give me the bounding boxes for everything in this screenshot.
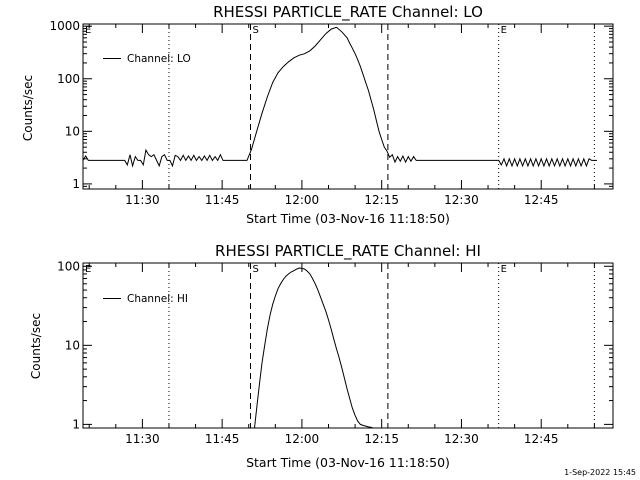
axis-ticks-lo: 11:30 11:45 12:00 12:15 12:30 12:45 1 10 100 1000 — [49, 19, 613, 207]
legend-lo: Channel: LO — [103, 53, 191, 65]
y-tick-label-lo: 100 — [57, 72, 80, 86]
x-tick-label-hi: 11:30 — [125, 432, 160, 446]
series-group-hi — [254, 267, 374, 429]
x-tick-label-hi: 11:45 — [205, 432, 240, 446]
x-tick-label-lo: 12:45 — [524, 193, 559, 207]
x-tick-label-lo: 11:30 — [125, 193, 160, 207]
y-tick-label-hi: 1 — [72, 417, 80, 431]
x-tick-label-lo: 11:45 — [205, 193, 240, 207]
chart-panel-lo: RHESSI PARTICLE_RATE Channel: LO E S E 11:… — [21, 3, 614, 226]
x-axis-label-hi: Start Time (03-Nov-16 11:18:50) — [246, 455, 450, 470]
legend-hi: Channel: HI — [103, 293, 188, 305]
y-axis-label-lo: Counts/sec — [21, 75, 35, 141]
time-marker-label-hi-0: E — [85, 264, 91, 275]
series-line-lo-0 — [82, 26, 597, 168]
y-tick-label-hi: 100 — [57, 259, 80, 273]
series-line-hi-0 — [254, 267, 374, 429]
time-marker-label-hi-2: S — [253, 264, 259, 275]
x-tick-label-hi: 12:30 — [444, 432, 479, 446]
chart-title-lo: RHESSI PARTICLE_RATE Channel: LO — [213, 3, 483, 22]
x-tick-label-lo: 12:00 — [285, 193, 320, 207]
axis-ticks-hi: 11:30 11:45 12:00 12:15 12:30 12:45 1 10 100 — [57, 259, 613, 446]
legend-label-hi: Channel: HI — [127, 293, 188, 305]
y-tick-label-lo: 1000 — [49, 19, 80, 33]
y-axis-label-hi: Counts/sec — [29, 313, 43, 379]
chart-panel-hi: RHESSI PARTICLE_RATE Channel: HI E S E 11:… — [29, 242, 614, 470]
y-tick-label-lo: 1 — [72, 177, 80, 191]
x-axis-label-lo: Start Time (03-Nov-16 11:18:50) — [246, 211, 450, 226]
x-tick-label-lo: 12:15 — [364, 193, 399, 207]
chart-title-hi: RHESSI PARTICLE_RATE Channel: HI — [215, 242, 481, 261]
generation-timestamp: 1-Sep-2022 15:45 — [564, 468, 636, 477]
x-tick-label-hi: 12:00 — [285, 432, 320, 446]
x-tick-label-lo: 12:30 — [444, 193, 479, 207]
x-tick-label-hi: 12:15 — [364, 432, 399, 446]
series-group-lo — [82, 26, 597, 168]
legend-label-lo: Channel: LO — [127, 53, 191, 65]
time-marker-label-lo-2: S — [253, 25, 259, 36]
y-tick-label-hi: 10 — [65, 338, 80, 352]
x-tick-label-hi: 12:45 — [524, 432, 559, 446]
time-marker-label-lo-0: E — [85, 25, 91, 36]
time-marker-label-lo-4: E — [501, 25, 507, 36]
time-marker-label-hi-4: E — [501, 264, 507, 275]
y-tick-label-lo: 10 — [65, 124, 80, 138]
